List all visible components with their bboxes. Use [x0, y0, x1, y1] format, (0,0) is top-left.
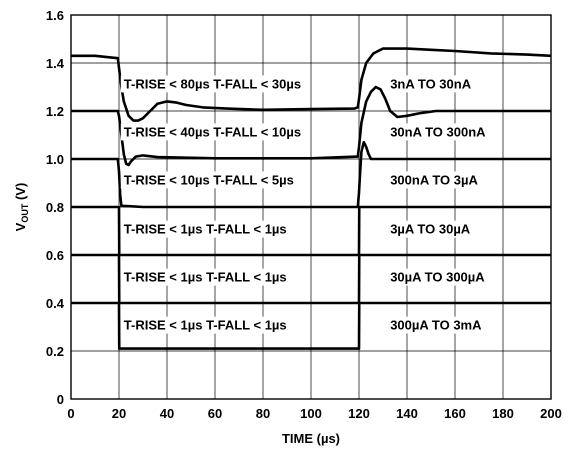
annotation-background [387, 220, 474, 238]
y-tick-label: 1.6 [46, 8, 64, 23]
annotation-label: 30nA TO 300nA [390, 124, 486, 139]
annotation-label: 30µA TO 300µA [390, 270, 485, 285]
annotation-background [120, 316, 290, 334]
series-line-6 [71, 301, 551, 350]
x-axis-label: TIME (µs) [282, 431, 340, 446]
x-tick-label: 100 [300, 406, 322, 421]
x-tick-label: 80 [256, 406, 270, 421]
x-tick-label: 180 [492, 406, 514, 421]
annotation-background [120, 75, 305, 93]
annotation-label: T-RISE < 1µs T-FALL < 1µs [124, 318, 287, 333]
annotation-label: 300µA TO 3mA [390, 318, 482, 333]
annotation-background [387, 75, 475, 93]
x-tick-label: 140 [396, 406, 418, 421]
y-axis-label-main: V [13, 222, 28, 231]
x-tick-label: 20 [112, 406, 126, 421]
y-tick-label: 1.2 [46, 104, 64, 119]
x-tick-labels: 0 20 40 60 80 100 120 140 160 180 200 [67, 406, 561, 421]
x-tick-label: 60 [208, 406, 222, 421]
annotation-background [387, 123, 490, 141]
annotation-label: T-RISE < 40µs T-FALL < 10µs [124, 124, 301, 139]
series-line-1 [71, 47, 552, 122]
annotation-background [120, 268, 290, 286]
annotation-label: 3nA TO 30nA [390, 76, 472, 91]
series-line-3 [71, 140, 551, 209]
y-axis-label-unit: (V) [13, 183, 28, 204]
annotation-label: 3µA TO 30µA [390, 222, 471, 237]
x-tick-label: 200 [540, 406, 562, 421]
y-tick-label: 0.8 [46, 200, 64, 215]
annotation-background [120, 171, 297, 189]
y-tick-label: 1.4 [46, 56, 65, 71]
y-tick-label: 0.2 [46, 344, 64, 359]
y-tick-labels: 0 0.2 0.4 0.6 0.8 1.0 1.2 1.4 1.6 [46, 8, 65, 407]
y-axis-label-sub: OUT [20, 203, 30, 223]
x-tick-label: 40 [160, 406, 174, 421]
annotation-background [120, 220, 290, 238]
series-line-2 [71, 85, 551, 167]
annotation-label: T-RISE < 80µs T-FALL < 30µs [124, 76, 301, 91]
x-tick-label: 160 [444, 406, 466, 421]
annotation-label: T-RISE < 1µs T-FALL < 1µs [124, 270, 287, 285]
annotation-background [387, 316, 486, 334]
x-tick-label: 0 [67, 406, 74, 421]
annotation-label: 300nA TO 3µA [390, 172, 478, 187]
x-tick-label: 120 [348, 406, 370, 421]
annotation-background [120, 123, 305, 141]
series-group [71, 47, 552, 350]
y-tick-label: 0.6 [46, 248, 64, 263]
y-tick-label: 0 [57, 392, 64, 407]
y-tick-label: 0.4 [46, 296, 65, 311]
series-line-4 [71, 205, 551, 257]
annotation-background [387, 171, 482, 189]
y-tick-label: 1.0 [46, 152, 64, 167]
annotation-group: T-RISE < 80µs T-FALL < 30µs 3nA TO 30nA T-… [120, 75, 490, 334]
y-axis-label: VOUT (V) [13, 183, 30, 232]
annotation-background [387, 268, 489, 286]
series-line-5 [71, 253, 551, 305]
annotation-label: T-RISE < 1µs T-FALL < 1µs [124, 222, 287, 237]
plot-frame [70, 14, 552, 400]
annotation-label: T-RISE < 10µs T-FALL < 5µs [124, 172, 294, 187]
